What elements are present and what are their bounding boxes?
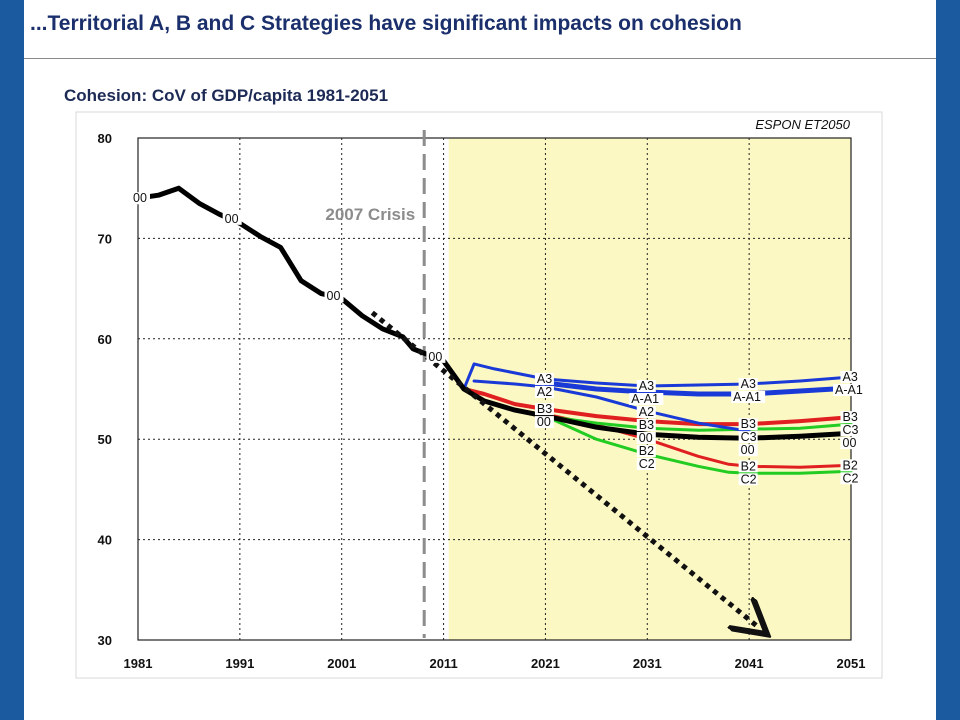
series-label-bg	[636, 457, 656, 470]
x-tick-label: 2011	[429, 656, 457, 671]
series-label-bg	[833, 383, 867, 396]
series-line-a3	[442, 359, 853, 391]
series-label-bg	[324, 290, 344, 303]
series-label-bg	[731, 390, 766, 403]
series-label-a3: A3	[537, 372, 552, 386]
x-tick-label: 2051	[837, 656, 866, 671]
series-label-c2: C2	[741, 472, 757, 486]
series-label-a-a1: A-A1	[631, 392, 659, 406]
series-label-b3: B3	[741, 417, 756, 431]
series-label-b3: B3	[843, 410, 858, 424]
series-label-bg	[534, 416, 554, 429]
y-tick-label: 30	[98, 633, 112, 648]
series-label-a2: A2	[537, 385, 552, 399]
series-label-00: 00	[843, 436, 857, 450]
crisis-annotation-label: 2007 Crisis	[325, 205, 415, 224]
series-label-bg	[222, 212, 242, 225]
y-tick-label: 40	[98, 533, 112, 548]
y-tick-label: 70	[98, 231, 112, 246]
series-label-bg	[534, 385, 554, 398]
series-label-bg	[636, 431, 656, 444]
left-accent-bar	[0, 0, 24, 720]
series-label-bg	[738, 460, 758, 473]
x-tick-label: 2021	[531, 656, 560, 671]
series-line-a-a1	[542, 380, 854, 397]
series-label-c2: C2	[843, 471, 859, 485]
series-label-a-a1: A-A1	[835, 383, 863, 397]
series-label-bg	[636, 405, 656, 418]
title-divider	[24, 58, 936, 59]
series-line-b3	[461, 387, 853, 427]
series-line-c2	[543, 414, 853, 475]
series-label-bg	[840, 459, 860, 472]
trend-extrapolation-arrow	[370, 310, 759, 628]
series-label-bg	[840, 424, 860, 437]
series-label-bg	[840, 370, 860, 383]
series-label-b2: B2	[741, 459, 756, 473]
series-label-a3: A3	[741, 377, 756, 391]
series-label-bg	[738, 431, 758, 444]
series-label-bg	[738, 473, 758, 486]
series-label-bg	[636, 418, 656, 431]
series-label-bg	[534, 372, 554, 385]
series-label-b3: B3	[537, 402, 552, 416]
series-label-bg	[738, 444, 758, 457]
series-line-c3	[543, 414, 853, 432]
series-label-00: 00	[428, 350, 442, 364]
series-label-bg	[426, 350, 446, 363]
series-label-00: 00	[327, 289, 341, 303]
x-tick-label: 1991	[225, 656, 254, 671]
series-label-b3: B3	[639, 418, 654, 432]
series-label-c3: C3	[843, 423, 859, 437]
series-label-bg	[636, 444, 656, 457]
x-tick-label: 2031	[633, 656, 662, 671]
series-label-bg	[840, 472, 860, 485]
series-label-bg	[534, 403, 554, 416]
y-tick-label: 50	[98, 432, 112, 447]
series-label-00: 00	[537, 415, 551, 429]
series-label-bg	[738, 377, 758, 390]
series-label-bg	[840, 411, 860, 424]
series-label-a3: A3	[639, 379, 654, 393]
chart-title: Cohesion: CoV of GDP/capita 1981-2051	[64, 86, 389, 105]
series-label-a3: A3	[843, 370, 858, 384]
series-line-a2	[472, 379, 751, 433]
series-label-bg	[636, 379, 656, 392]
series-label-a-a1: A-A1	[733, 390, 761, 404]
series-label-a2: A2	[639, 405, 654, 419]
series-label-bg	[840, 437, 860, 450]
right-accent-bar	[936, 0, 960, 720]
series-label-b2: B2	[843, 458, 858, 472]
x-tick-label: 2041	[735, 656, 764, 671]
series-label-b2: B2	[639, 444, 654, 458]
series-label-bg	[738, 418, 758, 431]
slide-title: ...Territorial A, B and C Strategies hav…	[30, 12, 742, 35]
series-label-00: 00	[225, 212, 239, 226]
series-label-bg	[629, 392, 664, 405]
series-label-c3: C3	[741, 430, 757, 444]
series-label-c2: C2	[639, 457, 655, 471]
series-label-00: 00	[741, 443, 755, 457]
series-label-bg	[131, 192, 150, 205]
series-label-00: 00	[639, 431, 653, 445]
series-label-00: 00	[133, 191, 147, 205]
chart-watermark: ESPON ET2050	[755, 117, 850, 132]
x-tick-label: 1981	[124, 656, 153, 671]
y-tick-label: 80	[98, 131, 112, 146]
y-tick-label: 60	[98, 332, 112, 347]
x-tick-label: 2001	[327, 656, 356, 671]
